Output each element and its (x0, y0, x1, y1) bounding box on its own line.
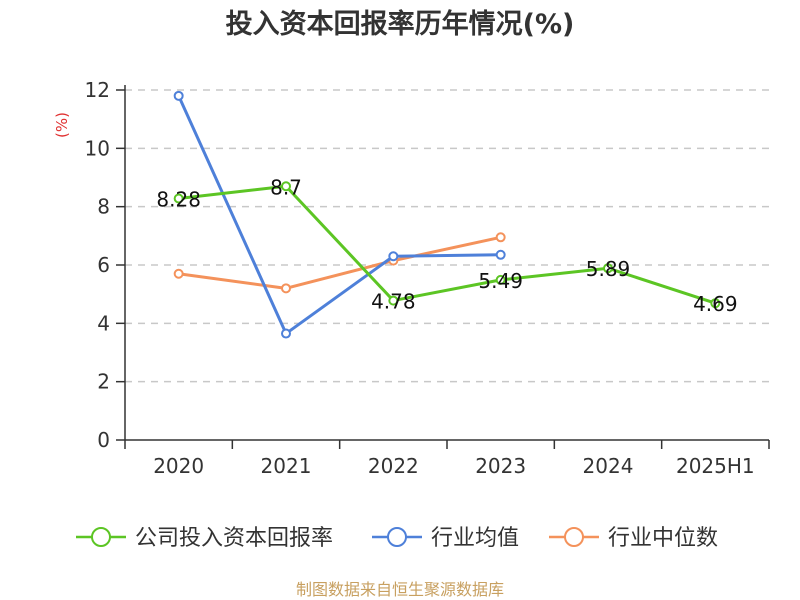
y-tick-labels: 0 2 4 6 8 10 12 (85, 78, 110, 452)
series-line-0 (178, 184, 716, 305)
data-point (173, 268, 184, 279)
y-tick-label: 8 (97, 195, 110, 219)
data-point (173, 90, 184, 101)
data-point (281, 328, 291, 339)
series-line-1 (177, 95, 501, 336)
legend: 公司投入资本回报率 行业均值 行业中位数 (76, 526, 718, 551)
data-label: 8.7 (270, 175, 302, 199)
data-labels: 8.28 8.7 4.78 5.49 5.89 4.69 (156, 175, 737, 316)
x-tick-label: 2025H1 (676, 454, 755, 478)
series-group (173, 90, 721, 339)
data-point (495, 274, 506, 285)
x-tick-label: 2023 (475, 454, 526, 478)
y-tick-label: 6 (97, 253, 110, 277)
legend-label: 行业中位数 (608, 526, 718, 551)
data-point (495, 249, 506, 260)
grid-lines (125, 89, 769, 383)
y-tick-label: 2 (97, 370, 110, 394)
y-tick-label: 10 (85, 136, 110, 160)
y-tick-label: 0 (97, 428, 110, 452)
data-point (281, 283, 291, 294)
data-point (281, 181, 291, 192)
y-tick-label: 12 (85, 78, 110, 102)
data-point (388, 251, 399, 262)
x-tick-label: 2024 (583, 454, 634, 478)
data-point (388, 295, 399, 306)
legend-label: 行业均值 (431, 526, 519, 551)
y-axis-label: (%) (53, 112, 71, 138)
data-label: 4.78 (371, 290, 416, 314)
data-label: 4.69 (693, 292, 738, 316)
legend-marker (91, 527, 111, 547)
data-label: 8.28 (156, 188, 201, 212)
legend-label: 公司投入资本回报率 (135, 526, 333, 551)
data-point (173, 193, 184, 204)
data-label: 5.49 (478, 269, 523, 293)
data-label: 5.89 (586, 257, 631, 281)
x-tick-label: 2020 (153, 454, 204, 478)
source-note: 制图数据来自恒生聚源数据库 (296, 580, 504, 599)
y-tick-label: 4 (97, 311, 110, 335)
data-point (495, 232, 506, 243)
data-point (603, 263, 613, 274)
chart-title: 投入资本回报率历年情况(%) (226, 8, 575, 40)
data-point (710, 298, 721, 309)
legend-marker (387, 527, 407, 547)
series-line-2 (178, 235, 501, 290)
x-tick-label: 2021 (261, 454, 312, 478)
axes (116, 85, 770, 449)
legend-marker (564, 527, 584, 547)
x-tick-labels: 2020 2021 2022 2023 2024 2025H1 (153, 454, 754, 478)
x-tick-label: 2022 (368, 454, 419, 478)
